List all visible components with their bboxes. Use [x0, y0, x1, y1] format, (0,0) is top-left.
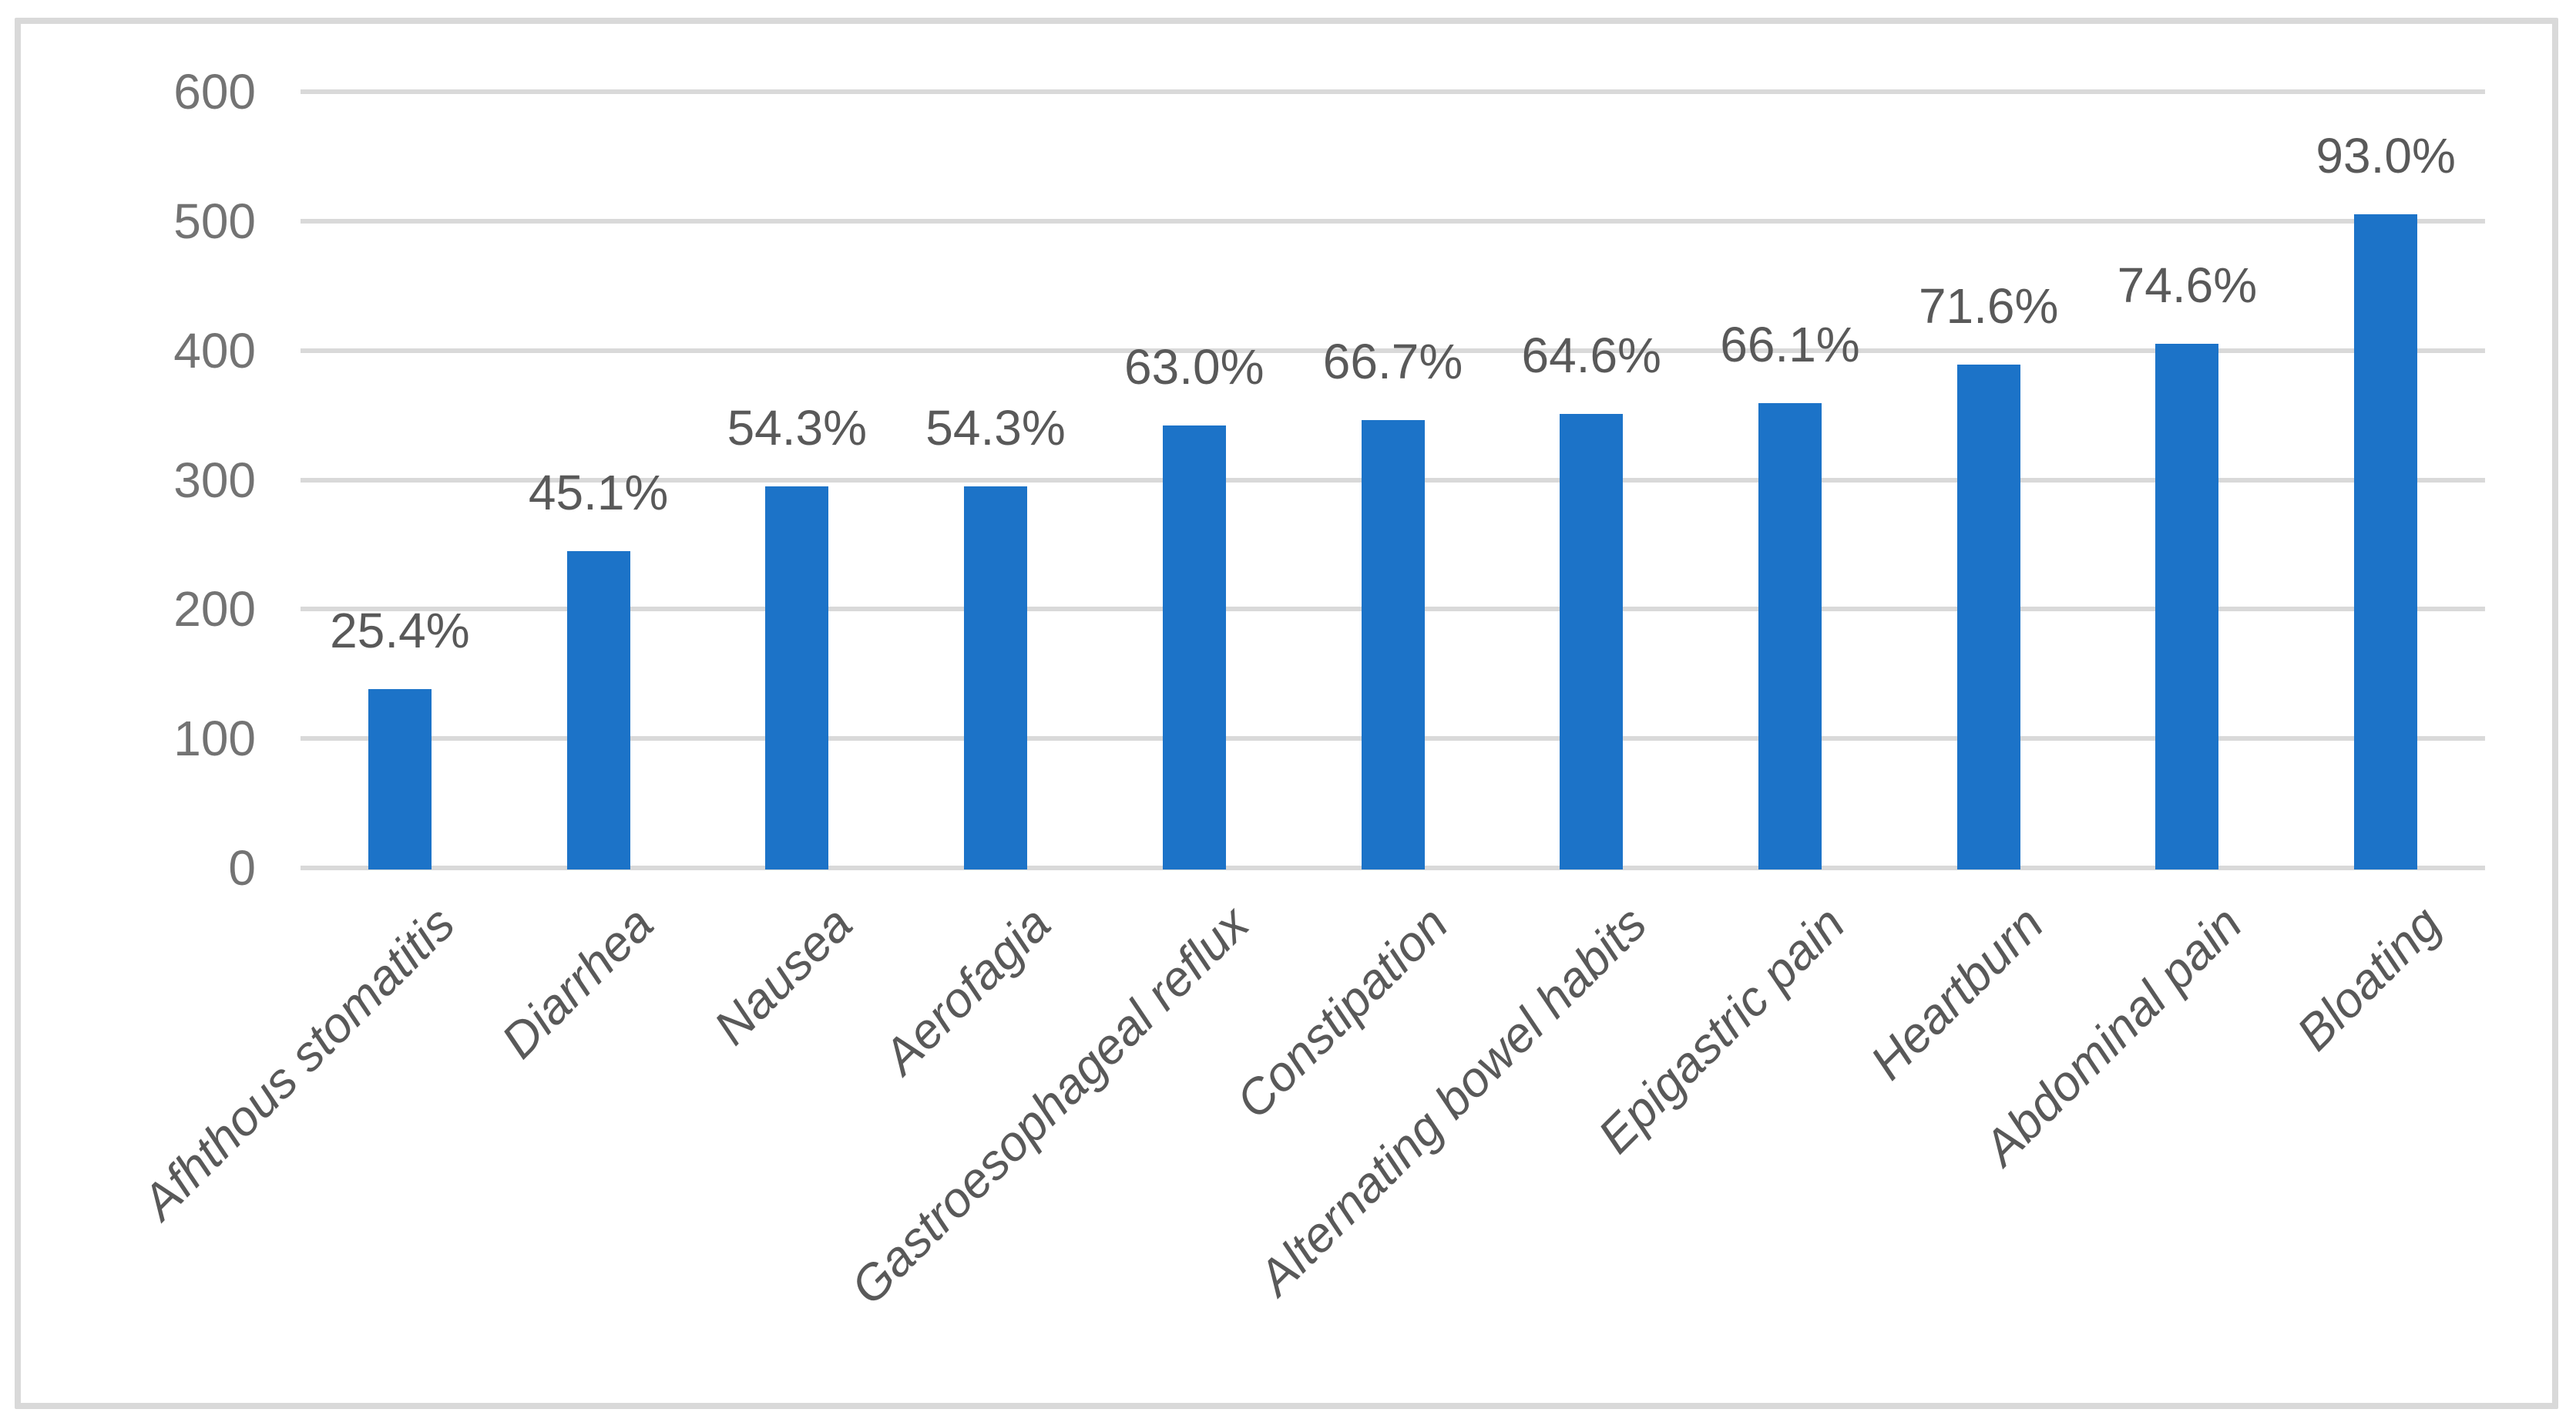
data-label-abdominal-pain: 74.6%	[2117, 257, 2258, 314]
bar-diarrhea	[566, 550, 630, 869]
bar-nausea	[765, 486, 829, 869]
bar-bloating	[2354, 214, 2418, 869]
y-axis-tick-label-600: 600	[173, 64, 256, 119]
gridline-600	[301, 89, 2485, 94]
bar-constipation	[1361, 420, 1425, 869]
chart-border	[15, 18, 2558, 1409]
data-label-alternating-bowel-habits: 64.6%	[1521, 327, 1661, 383]
data-label-constipation: 66.7%	[1322, 334, 1463, 390]
y-axis-tick-label-500: 500	[173, 193, 256, 249]
data-label-bloating: 93.0%	[2316, 128, 2456, 184]
data-label-aerofagia: 54.3%	[925, 399, 1066, 456]
y-axis-tick-label-100: 100	[173, 711, 256, 767]
bar-epigastric-pain	[1758, 403, 1822, 869]
data-label-nausea: 54.3%	[727, 399, 868, 456]
bar-aerofagia	[964, 486, 1028, 869]
gridline-400	[301, 348, 2485, 353]
bar-heartburn	[1956, 365, 2020, 869]
data-label-afhthous-stomatitis: 25.4%	[330, 603, 470, 659]
data-label-epigastric-pain: 66.1%	[1720, 317, 1860, 373]
bar-abdominal-pain	[2155, 344, 2219, 869]
bar-afhthous-stomatitis	[368, 689, 432, 869]
bar-gastroesophageal-reflux	[1162, 425, 1226, 869]
y-axis-tick-label-0: 0	[228, 840, 256, 896]
data-label-heartburn: 71.6%	[1918, 278, 2059, 335]
gridline-500	[301, 218, 2485, 224]
bar-alternating-bowel-habits	[1560, 413, 1624, 869]
y-axis-tick-label-400: 400	[173, 322, 256, 378]
data-label-diarrhea: 45.1%	[528, 464, 669, 520]
y-axis-tick-label-200: 200	[173, 581, 256, 637]
y-axis-tick-label-300: 300	[173, 452, 256, 508]
data-label-gastroesophageal-reflux: 63.0%	[1124, 339, 1264, 395]
